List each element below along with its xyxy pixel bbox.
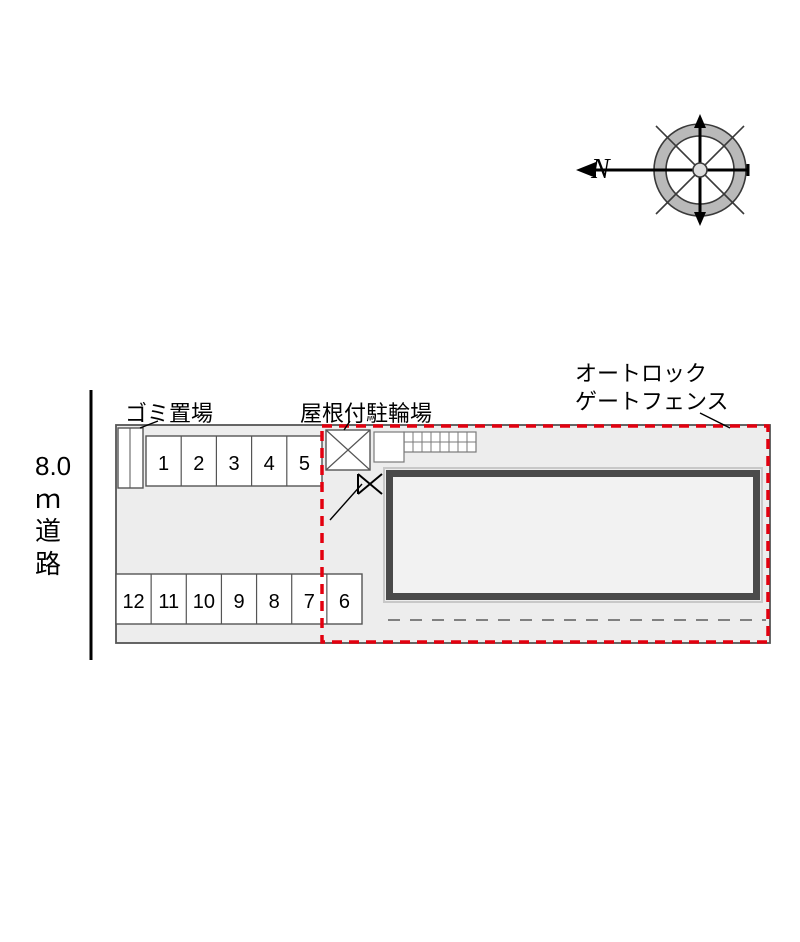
- parking-stall-label: 6: [339, 591, 350, 613]
- parking-top: 1 2 3 4 5: [146, 436, 322, 486]
- parking-bottom: 12 11 10 9 8 7 6: [116, 574, 362, 624]
- parking-stall-label: 5: [299, 453, 310, 475]
- bike-parking-area: [326, 430, 370, 470]
- parking-stall-label: 2: [193, 453, 204, 475]
- parking-stall-label: 8: [269, 591, 280, 613]
- parking-stall-label: 7: [304, 591, 315, 613]
- compass-icon: [576, 114, 748, 226]
- parking-stall-label: 3: [228, 453, 239, 475]
- building: [384, 468, 762, 602]
- parking-stall-label: 1: [158, 453, 169, 475]
- parking-stall-label: 12: [122, 591, 144, 613]
- site-plan-svg: 1 2 3 4 5 12 11 10 9 8 7 6: [0, 0, 800, 942]
- parking-stall-label: 9: [233, 591, 244, 613]
- stairs: [404, 432, 476, 452]
- parking-stall-label: 4: [264, 453, 275, 475]
- parking-stall-label: 11: [158, 591, 179, 613]
- landing: [374, 432, 404, 462]
- parking-stall-label: 10: [193, 591, 215, 613]
- site-plan-canvas: 8.0 ｍ 道 路 ゴミ置場 屋根付駐輪場 オートロック ゲート オートロック …: [0, 0, 800, 942]
